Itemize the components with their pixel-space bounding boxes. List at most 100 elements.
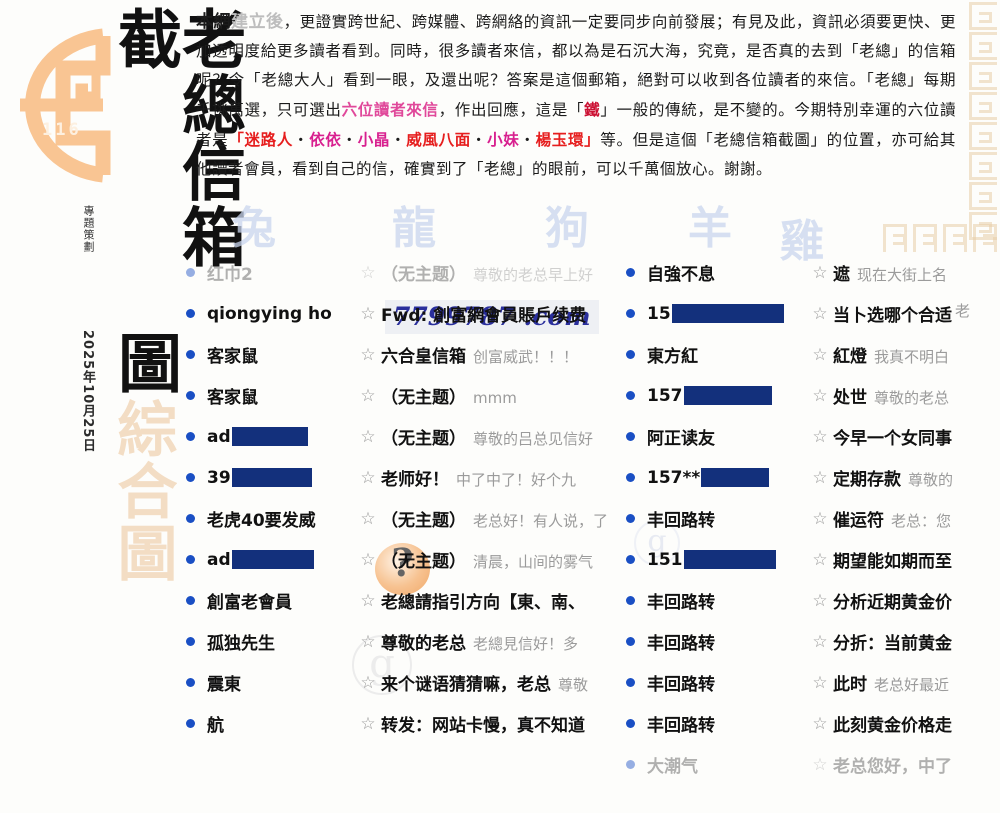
- star-icon[interactable]: ☆: [812, 426, 828, 447]
- mail-sender: 丰回路转: [647, 511, 715, 531]
- mail-row[interactable]: 客家鼠 ☆ （无主题） mmm: [186, 375, 616, 416]
- star-icon[interactable]: ☆: [360, 426, 376, 447]
- mail-sender: 老虎40要发威: [207, 511, 316, 531]
- mail-row[interactable]: 丰回路转 ☆ 此时 老总好最近: [626, 662, 1000, 703]
- mail-snippet: 老总好最近: [874, 676, 950, 694]
- mail-row[interactable]: 航 ☆ 转发：网站卡慢，真不知道: [186, 703, 616, 744]
- mail-subject: 定期存款 尊敬的: [833, 470, 954, 490]
- mail-row[interactable]: 157 ☆ 处世 尊敬的老总: [626, 375, 1000, 416]
- mail-subject: （无主题） 清晨，山间的雾气: [381, 552, 594, 572]
- mail-sender: 孤独先生: [207, 634, 275, 654]
- star-icon[interactable]: ☆: [360, 467, 376, 488]
- mail-row[interactable]: 红巾2 ☆ （无主题） 尊敬的老总早上好: [186, 252, 616, 293]
- vertical-author-label: 專題策劃: [82, 205, 95, 253]
- star-icon[interactable]: ☆: [360, 262, 376, 283]
- lucky-reader-0: 迷路人: [244, 130, 294, 149]
- mail-sender: 航: [207, 716, 224, 736]
- mail-row[interactable]: qiongying ho ☆ Fwd: 創富網會員賬戶续费: [186, 293, 616, 334]
- star-icon[interactable]: ☆: [360, 385, 376, 406]
- question-mark-watermark-icon: ?: [375, 540, 430, 595]
- star-icon[interactable]: ☆: [812, 262, 828, 283]
- unread-dot-icon: [186, 555, 195, 564]
- star-icon[interactable]: ☆: [360, 590, 376, 611]
- star-icon[interactable]: ☆: [812, 385, 828, 406]
- left-mail-list: 红巾2 ☆ （无主题） 尊敬的老总早上好 qiongying ho ☆ Fwd: 創富網會員…: [186, 252, 616, 744]
- star-icon[interactable]: ☆: [812, 508, 828, 529]
- mail-sender: 丰回路转: [647, 593, 715, 613]
- mail-sender: 丰回路转: [647, 716, 715, 736]
- mail-subject: 今早一个女同事: [833, 429, 952, 449]
- unread-dot-icon: [626, 514, 635, 523]
- star-icon[interactable]: ☆: [812, 672, 828, 693]
- star-icon[interactable]: ☆: [360, 672, 376, 693]
- star-icon[interactable]: ☆: [812, 631, 828, 652]
- unread-dot-icon: [626, 309, 635, 318]
- redaction-bar: [683, 549, 776, 569]
- unread-dot-icon: [186, 391, 195, 400]
- mail-subject: 分析近期黄金价: [833, 593, 952, 613]
- mail-subject: 来个谜语猜猜嘛，老总 尊敬: [381, 675, 589, 695]
- unread-dot-icon: [626, 473, 635, 482]
- unread-dot-icon: [626, 760, 635, 769]
- mail-sender: 红巾2: [207, 265, 253, 285]
- g-watermark-icon-small: g: [634, 520, 680, 566]
- mail-row[interactable]: 孤独先生 ☆ 尊敬的老总 老總見信好！多: [186, 621, 616, 662]
- unread-dot-icon: [626, 391, 635, 400]
- unread-dot-icon: [186, 678, 195, 687]
- unread-dot-icon: [186, 268, 195, 277]
- unread-dot-icon: [626, 432, 635, 441]
- mail-row[interactable]: 丰回路转 ☆ 分折：当前黄金: [626, 621, 1000, 662]
- star-icon[interactable]: ☆: [360, 549, 376, 570]
- mail-sender: 客家鼠: [207, 347, 258, 367]
- star-icon[interactable]: ☆: [812, 549, 828, 570]
- star-icon[interactable]: ☆: [360, 344, 376, 365]
- site-url-badge: 7799787 .com: [385, 300, 599, 334]
- mail-row[interactable]: 丰回路转 ☆ 分析近期黄金价: [626, 580, 1000, 621]
- intro-lead-faded: 建立後: [231, 12, 284, 32]
- star-icon[interactable]: ☆: [812, 303, 828, 324]
- star-icon[interactable]: ☆: [360, 303, 376, 324]
- mail-row[interactable]: 阿正读友 ☆ 今早一个女同事: [626, 416, 1000, 457]
- mail-snippet: mmm: [473, 389, 517, 407]
- mail-row[interactable]: 丰回路转 ☆ 催运符 老总：您: [626, 498, 1000, 539]
- unread-dot-icon: [186, 432, 195, 441]
- unread-dot-icon: [186, 514, 195, 523]
- mail-row[interactable]: 老虎40要发威 ☆ （无主题） 老总好！有人说，了: [186, 498, 616, 539]
- mail-snippet: 尊敬的: [908, 471, 954, 489]
- star-icon[interactable]: ☆: [812, 467, 828, 488]
- zodiac-watermark-3: 羊: [688, 203, 732, 254]
- mail-row[interactable]: 自強不息 ☆ 遮现在大街上名: [626, 252, 1000, 293]
- mail-row[interactable]: 創富老會員 ☆ 老總請指引方向【東、南、: [186, 580, 616, 621]
- lucky-close-bracket: 」: [584, 130, 601, 149]
- intro-text-3: ，作出回應，這是「: [438, 101, 585, 119]
- vertical-title-watermark: 綜合圖: [107, 398, 177, 584]
- mail-row[interactable]: 15 ☆ 当卜选哪个合适: [626, 293, 1000, 334]
- unread-dot-icon: [186, 309, 195, 318]
- mail-snippet: 老总好！有人说，了: [473, 512, 609, 530]
- star-icon[interactable]: ☆: [360, 713, 376, 734]
- star-icon[interactable]: ☆: [812, 754, 828, 775]
- star-icon[interactable]: ☆: [812, 713, 828, 734]
- redaction-bar: [231, 426, 308, 446]
- mail-subject: 尊敬的老总 老總見信好！多: [381, 634, 579, 654]
- mail-subject: 处世 尊敬的老总: [833, 388, 950, 408]
- star-icon[interactable]: ☆: [360, 508, 376, 529]
- mail-row[interactable]: 39 ☆ 老师好！ 中了中了！好个九: [186, 457, 616, 498]
- mail-row[interactable]: 東方紅 ☆ 紅燈 我真不明白: [626, 334, 1000, 375]
- mail-row[interactable]: ad ☆ （无主题） 清晨，山间的雾气: [186, 539, 616, 580]
- intro-lead: 本網: [196, 12, 232, 32]
- mail-snippet: 尊敬的老总: [874, 389, 950, 407]
- mail-sender: 東方紅: [647, 347, 698, 367]
- mail-row[interactable]: ad ☆ （无主题） 尊敬的吕总见信好: [186, 416, 616, 457]
- star-icon[interactable]: ☆: [812, 344, 828, 365]
- mail-row[interactable]: 客家鼠 ☆ 六合皇信箱 创富威武！！！: [186, 334, 616, 375]
- mail-row[interactable]: 大潮气 ☆ 老总您好，中了: [626, 744, 1000, 785]
- mail-row[interactable]: 震東 ☆ 来个谜语猜猜嘛，老总 尊敬: [186, 662, 616, 703]
- lucky-reader-1: 依依: [309, 130, 342, 149]
- mail-row[interactable]: 157** ☆ 定期存款 尊敬的: [626, 457, 1000, 498]
- star-icon[interactable]: ☆: [812, 590, 828, 611]
- star-icon[interactable]: ☆: [360, 631, 376, 652]
- mail-row[interactable]: 151 ☆ 期望能如期而至: [626, 539, 1000, 580]
- mail-row[interactable]: 丰回路转 ☆ 此刻黄金价格走: [626, 703, 1000, 744]
